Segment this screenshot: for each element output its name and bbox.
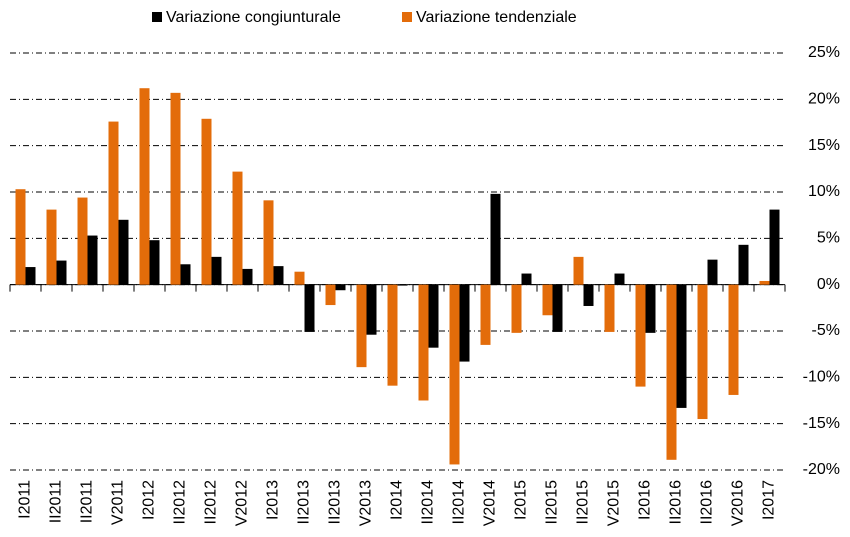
bar [232, 171, 243, 285]
bar [56, 260, 67, 285]
bar [604, 284, 615, 332]
bar [418, 284, 429, 401]
x-tick-label: V2011 [110, 480, 127, 525]
x-tick-label: V2015 [606, 480, 623, 526]
bar [459, 284, 470, 362]
x-tick-label: II2014 [420, 480, 437, 525]
bar [635, 284, 646, 387]
bar [449, 284, 460, 465]
x-tick-label: II2012 [203, 480, 220, 525]
legend-label: Variazione congiunturale [166, 9, 341, 26]
x-tick-label: V2016 [730, 480, 747, 526]
x-tick-label: I2017 [761, 480, 778, 520]
x-tick-label: I2014 [389, 480, 406, 520]
bar [759, 280, 770, 285]
x-tick-label: V2012 [234, 480, 251, 526]
x-tick-label: II2014 [451, 480, 468, 525]
x-tick-label: II2013 [296, 480, 313, 525]
bar [397, 284, 408, 286]
bar [149, 240, 160, 285]
x-tick-label: II2016 [668, 480, 685, 525]
y-tick-label: 20% [808, 91, 840, 108]
bar [707, 259, 718, 285]
x-tick-label: V2013 [358, 480, 375, 526]
bar [87, 235, 98, 285]
x-tick-label: I2015 [513, 480, 530, 520]
bar [428, 284, 439, 348]
x-tick-label: II2013 [327, 480, 344, 525]
bar [242, 268, 253, 285]
legend-label: Variazione tendenziale [416, 9, 577, 26]
legend-swatch [402, 12, 412, 22]
y-tick-label: 0% [817, 276, 840, 293]
bar [366, 284, 377, 335]
bar [356, 284, 367, 368]
bar [180, 264, 191, 285]
bar [521, 273, 532, 285]
bar [201, 118, 212, 285]
legend-swatch [152, 12, 162, 22]
bar [738, 244, 749, 285]
bar [480, 284, 491, 345]
bar [170, 92, 181, 285]
x-tick-label: I2011 [17, 480, 34, 519]
y-tick-label: 25% [808, 44, 840, 61]
bar [645, 284, 656, 333]
bar [139, 88, 150, 285]
x-tick-label: II2015 [544, 480, 561, 525]
x-tick-label: II2015 [575, 480, 592, 525]
x-tick-label: II2011 [79, 480, 96, 523]
bar [335, 284, 346, 291]
x-tick-label: I2016 [637, 480, 654, 520]
bar [118, 219, 129, 285]
y-tick-label: -20% [803, 461, 840, 478]
bar [77, 197, 88, 285]
bar [108, 121, 119, 285]
x-tick-label: I2013 [265, 480, 282, 520]
x-tick-label: II2012 [172, 480, 189, 525]
bar [676, 284, 687, 408]
bar [15, 189, 26, 285]
y-tick-label: 10% [808, 183, 840, 200]
bar [294, 271, 305, 285]
bar [666, 284, 677, 460]
bar [573, 256, 584, 285]
x-tick-label: II2016 [699, 480, 716, 525]
bar [697, 284, 708, 420]
bar [728, 284, 739, 395]
bar [211, 256, 222, 285]
bar [46, 209, 57, 285]
bar [614, 273, 625, 285]
x-tick-label: II2011 [48, 480, 65, 523]
bar [552, 284, 563, 332]
x-tick-label: V2014 [482, 480, 499, 526]
bar [769, 209, 780, 285]
y-tick-label: 5% [817, 230, 840, 247]
bar [583, 284, 594, 306]
bar [304, 284, 315, 332]
bar [387, 284, 398, 386]
bar [490, 193, 501, 285]
bar [325, 284, 336, 306]
bar [25, 267, 36, 285]
bar [263, 200, 274, 285]
bar [511, 284, 522, 333]
y-tick-label: -10% [803, 369, 840, 386]
x-tick-label: I2012 [141, 480, 158, 520]
bar [542, 284, 553, 316]
y-tick-label: 15% [808, 137, 840, 154]
y-tick-label: -5% [812, 322, 840, 339]
bar [273, 266, 284, 285]
y-tick-label: -15% [803, 415, 840, 432]
